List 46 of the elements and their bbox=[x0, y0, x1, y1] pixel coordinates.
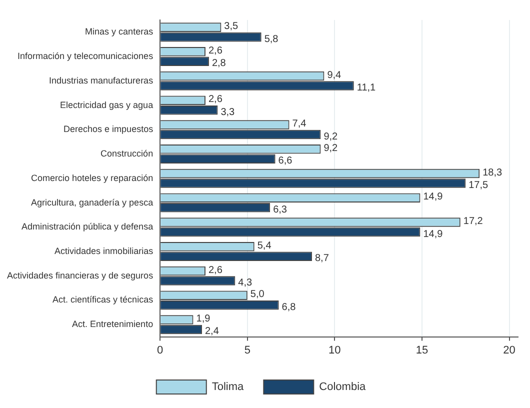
x-tick-label: 10 bbox=[328, 344, 341, 356]
y-tick-label: Derechos e impuestos bbox=[64, 124, 154, 134]
data-label: 11,1 bbox=[356, 82, 376, 94]
y-tick-label: Construcción bbox=[100, 148, 154, 159]
data-label: 9,2 bbox=[324, 142, 338, 154]
y-tick-label: Act. científicas y técnicas bbox=[52, 294, 154, 305]
x-tick-label: 20 bbox=[503, 344, 516, 356]
data-label: 5,8 bbox=[264, 34, 279, 45]
legend-label: Tolima bbox=[212, 381, 245, 394]
data-label: 8,7 bbox=[314, 253, 330, 264]
y-tick-label: Comercio hoteles y reparación bbox=[31, 172, 154, 183]
data-label: 14,9 bbox=[423, 192, 444, 203]
data-label: 14,9 bbox=[423, 228, 444, 240]
y-tick-label: Información y telecomunicaciones bbox=[18, 51, 154, 62]
data-label: 6,6 bbox=[278, 156, 293, 167]
data-label: 4,3 bbox=[238, 278, 252, 288]
data-label: 2,6 bbox=[208, 264, 223, 276]
data-label: 2,6 bbox=[208, 45, 223, 56]
x-tick-label: 5 bbox=[244, 344, 250, 356]
data-label: 2,4 bbox=[204, 326, 220, 338]
data-label: 5,4 bbox=[257, 240, 272, 252]
data-label: 6,3 bbox=[273, 204, 288, 216]
y-tick-label: Actividades inmobiliarias bbox=[54, 246, 154, 256]
y-tick-label: Industrias manufactureras bbox=[49, 75, 154, 86]
y-tick-label: Act. Entretenimiento bbox=[72, 319, 154, 330]
y-tick-label: Minas y canteras bbox=[85, 26, 154, 37]
x-tick-label: 0 bbox=[157, 344, 164, 356]
data-label: 6,8 bbox=[282, 302, 296, 313]
x-tick-label: 15 bbox=[416, 344, 428, 356]
data-label: 9,2 bbox=[324, 131, 338, 142]
data-label: 1,9 bbox=[196, 313, 211, 324]
y-tick-label: Administración pública y defensa bbox=[22, 222, 154, 232]
y-tick-label: Electricidad gas y agua bbox=[60, 100, 154, 110]
legend-label: Colombia bbox=[319, 381, 367, 394]
data-label: 9,4 bbox=[327, 70, 342, 81]
data-label: 18,3 bbox=[482, 167, 502, 178]
data-label: 17,2 bbox=[463, 216, 484, 228]
data-label: 5,0 bbox=[250, 289, 265, 300]
data-label: 17,5 bbox=[468, 180, 489, 192]
data-label: 3,5 bbox=[224, 21, 239, 32]
data-label: 2,6 bbox=[208, 94, 223, 106]
y-tick-label: Actividades financieras y de seguros bbox=[6, 270, 154, 280]
data-label: 2,8 bbox=[212, 58, 226, 70]
y-tick-label: Agricultura, ganadería y pesca bbox=[31, 197, 154, 208]
data-label: 3,3 bbox=[220, 106, 236, 118]
data-label: 7,4 bbox=[292, 118, 307, 130]
